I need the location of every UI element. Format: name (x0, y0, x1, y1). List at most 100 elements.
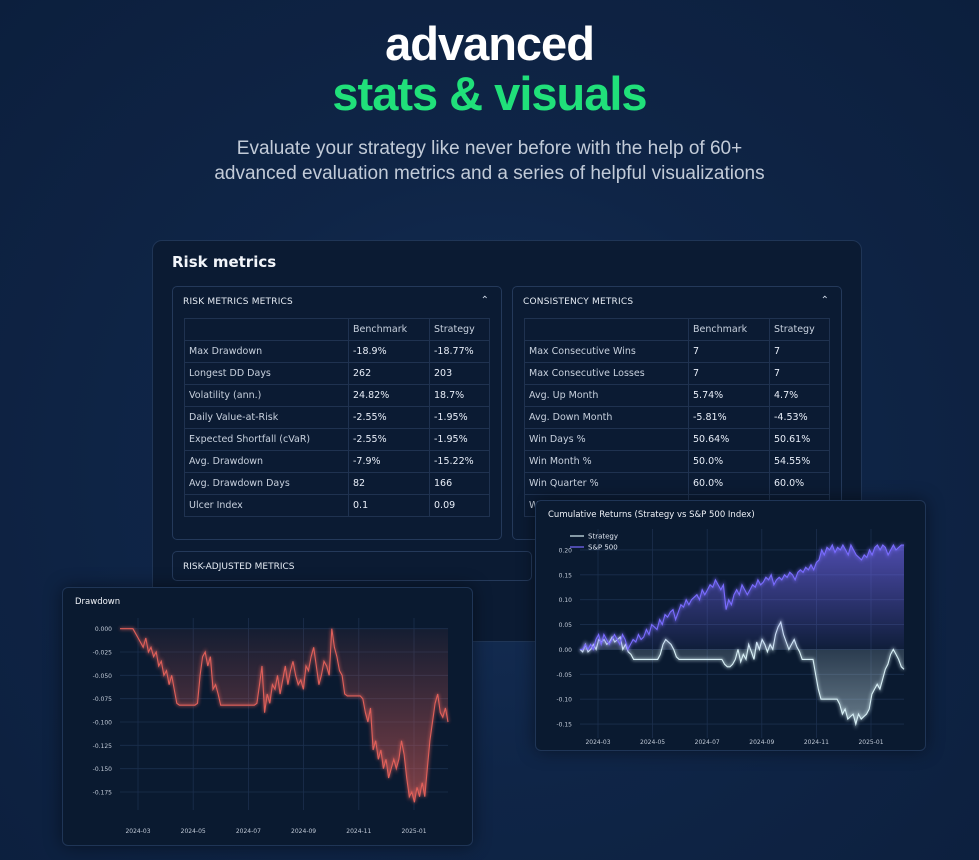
benchmark-value: -2.55% (348, 406, 430, 429)
series-line-strategy (579, 620, 905, 727)
table-header-cell (524, 318, 689, 341)
strategy-value: 50.61% (769, 428, 830, 451)
series-line-drawdown (120, 628, 449, 803)
y-tick-label: 0.20 (559, 547, 573, 554)
risk-metrics-card: RISK METRICS METRICS ⌃ Benchmark Strateg… (172, 286, 502, 540)
table-row: Avg. Up Month 5.74% 4.7% (524, 384, 830, 407)
y-tick-label: 0.00 (559, 647, 573, 654)
benchmark-value: 262 (348, 362, 430, 385)
hero-subtitle-line2: advanced evaluation metrics and a series… (214, 163, 765, 184)
x-tick-label: 2024-05 (640, 739, 665, 746)
y-tick-label: -0.150 (93, 766, 113, 773)
strategy-value: 7 (769, 340, 830, 363)
drawdown-chart-card: Drawdown 0.000 -0.025 -0.050 -0.075 -0.100 -0… (62, 587, 473, 846)
metric-label: Avg. Drawdown Days (184, 472, 349, 495)
table-header-cell: Strategy (429, 318, 490, 341)
table-row: Max Consecutive Wins 7 7 (524, 340, 830, 363)
x-tick-label: 2025-01 (858, 739, 883, 746)
y-tick-label: -0.05 (556, 672, 572, 679)
y-tick-label: -0.10 (556, 697, 572, 704)
consistency-metrics-table: Benchmark Strategy Max Consecutive Wins 7… (524, 318, 830, 517)
strategy-value: -18.77% (429, 340, 490, 363)
hero-heading-line1: advanced (385, 17, 595, 70)
table-row: Ulcer Index 0.1 0.09 (184, 494, 490, 517)
benchmark-value: 7 (688, 340, 770, 363)
x-tick-label: 2024-11 (804, 739, 829, 746)
strategy-value: 18.7% (429, 384, 490, 407)
y-tick-label: 0.05 (559, 622, 573, 629)
table-row: Win Days % 50.64% 50.61% (524, 428, 830, 451)
y-tick-label: -0.050 (93, 673, 113, 680)
strategy-value: -15.22% (429, 450, 490, 473)
x-tick-label: 2024-09 (291, 828, 316, 835)
strategy-value: 60.0% (769, 472, 830, 495)
chart-title: Drawdown (75, 597, 121, 607)
drawdown-chart: 0.000 -0.025 -0.050 -0.075 -0.100 -0.125 -0.15… (93, 618, 450, 835)
panel-title: Risk metrics (172, 253, 277, 271)
consistency-metrics-card-header[interactable]: CONSISTENCY METRICS (523, 297, 634, 307)
table-row: Avg. Drawdown -7.9% -15.22% (184, 450, 490, 473)
chevron-up-icon[interactable]: ⌃ (820, 295, 829, 306)
table-row: Max Drawdown -18.9% -18.77% (184, 340, 490, 363)
y-tick-label: -0.075 (93, 696, 113, 703)
risk-metrics-card-header[interactable]: RISK METRICS METRICS (183, 297, 293, 307)
series-area-s-p-500 (580, 545, 904, 650)
benchmark-value: -2.55% (348, 428, 430, 451)
table-row: Volatility (ann.) 24.82% 18.7% (184, 384, 490, 407)
benchmark-value: 0.1 (348, 494, 430, 517)
strategy-value: 54.55% (769, 450, 830, 473)
metric-label: Win Days % (524, 428, 689, 451)
risk-adjusted-metrics-section[interactable]: RISK-ADJUSTED METRICS (172, 551, 532, 581)
metric-label: Max Drawdown (184, 340, 349, 363)
hero-section: advanced stats & visuals Evaluate your s… (0, 20, 979, 186)
metric-label: Max Consecutive Losses (524, 362, 689, 385)
table-header-row: Benchmark Strategy (184, 318, 490, 341)
hero-subtitle: Evaluate your strategy like never before… (0, 136, 979, 186)
y-tick-label: -0.125 (93, 743, 113, 750)
metric-label: Longest DD Days (184, 362, 349, 385)
strategy-value: -4.53% (769, 406, 830, 429)
table-row: Max Consecutive Losses 7 7 (524, 362, 830, 385)
table-header-row: Benchmark Strategy (524, 318, 830, 341)
metric-label: Ulcer Index (184, 494, 349, 517)
y-tick-label: -0.175 (93, 790, 113, 797)
x-tick-label: 2024-07 (695, 739, 720, 746)
table-row: Longest DD Days 262 203 (184, 362, 490, 385)
table-row: Expected Shortfall (cVaR) -2.55% -1.95% (184, 428, 490, 451)
benchmark-value: 60.0% (688, 472, 770, 495)
metric-label: Avg. Down Month (524, 406, 689, 429)
strategy-value: 203 (429, 362, 490, 385)
x-tick-label: 2024-07 (236, 828, 261, 835)
risk-metrics-panel: Risk metrics RISK METRICS METRICS ⌃ Benc… (152, 240, 862, 642)
x-tick-label: 2025-01 (401, 828, 426, 835)
benchmark-value: -18.9% (348, 340, 430, 363)
table-row: Avg. Down Month -5.81% -4.53% (524, 406, 830, 429)
benchmark-value: 5.74% (688, 384, 770, 407)
benchmark-value: 82 (348, 472, 430, 495)
metric-label: Volatility (ann.) (184, 384, 349, 407)
benchmark-value: 7 (688, 362, 770, 385)
risk-metrics-table: Benchmark Strategy Max Drawdown -18.9% -18… (184, 318, 490, 517)
table-row: Avg. Drawdown Days 82 166 (184, 472, 490, 495)
metric-label: Daily Value-at-Risk (184, 406, 349, 429)
x-tick-label: 2024-11 (346, 828, 371, 835)
x-tick-label: 2024-03 (125, 828, 150, 835)
y-tick-label: -0.025 (93, 650, 113, 657)
legend-label: Strategy (588, 533, 618, 541)
y-tick-label: -0.100 (93, 720, 113, 727)
metric-label: Avg. Up Month (524, 384, 689, 407)
strategy-value: -1.95% (429, 406, 490, 429)
y-tick-label: 0.10 (559, 597, 573, 604)
series-area-drawdown (120, 628, 448, 803)
x-tick-label: 2024-09 (749, 739, 774, 746)
consistency-metrics-card: CONSISTENCY METRICS ⌃ Benchmark Strategy… (512, 286, 842, 540)
table-row: Daily Value-at-Risk -2.55% -1.95% (184, 406, 490, 429)
legend-label: S&P 500 (588, 544, 618, 552)
table-header-cell: Benchmark (688, 318, 770, 341)
cumulative-returns-chart: 0.20 0.15 0.10 0.05 0.00 -0.05 -0.10 -0.15 2024-… (556, 529, 905, 746)
metric-label: Win Month % (524, 450, 689, 473)
table-header-cell: Benchmark (348, 318, 430, 341)
chevron-up-icon[interactable]: ⌃ (480, 295, 489, 306)
metric-label: Avg. Drawdown (184, 450, 349, 473)
table-header-cell (184, 318, 349, 341)
